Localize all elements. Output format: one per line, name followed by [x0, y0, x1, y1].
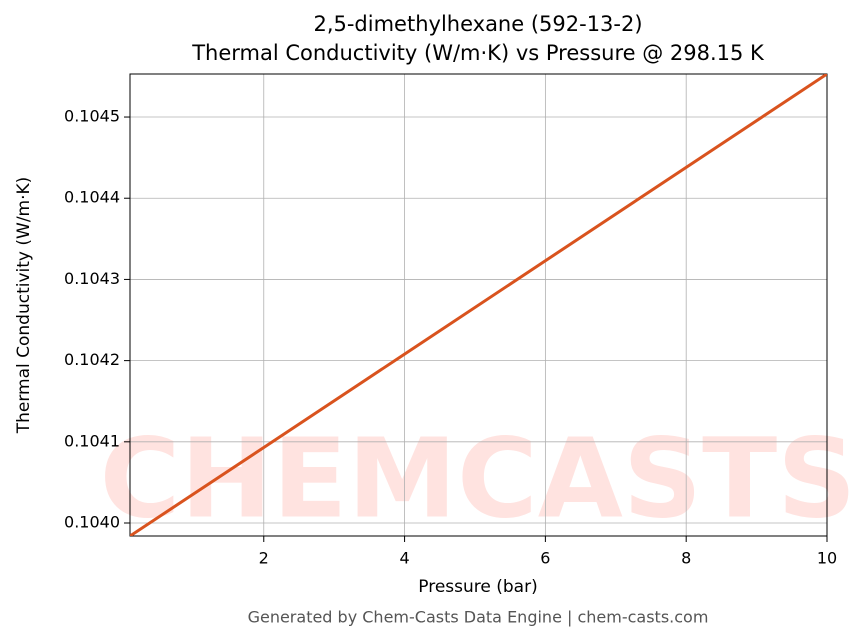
chart-subtitle: Thermal Conductivity (W/m·K) vs Pressure…	[191, 41, 765, 65]
y-tick-label: 0.1044	[64, 188, 120, 207]
x-axis-label: Pressure (bar)	[418, 577, 537, 597]
plot-frame	[129, 73, 828, 537]
x-tick-label: 4	[399, 549, 409, 568]
x-tick-label: 10	[817, 549, 837, 568]
x-tick-label: 6	[540, 549, 550, 568]
x-tick-label: 8	[681, 549, 691, 568]
watermark: CHEMCASTS	[100, 414, 856, 542]
y-tick-label: 0.1045	[64, 107, 120, 126]
y-tick-label: 0.1041	[64, 431, 120, 450]
footer: Generated by Chem-Casts Data Engine | ch…	[248, 608, 709, 627]
x-tick-label: 2	[259, 549, 269, 568]
y-axis-label: Thermal Conductivity (W/m·K)	[14, 177, 34, 435]
y-tick-label: 0.1043	[64, 269, 120, 288]
chart-title: 2,5-dimethylhexane (592-13-2)	[313, 12, 642, 36]
data-line	[130, 74, 827, 536]
y-tick-label: 0.1040	[64, 513, 120, 532]
y-tick-label: 0.1042	[64, 350, 120, 369]
